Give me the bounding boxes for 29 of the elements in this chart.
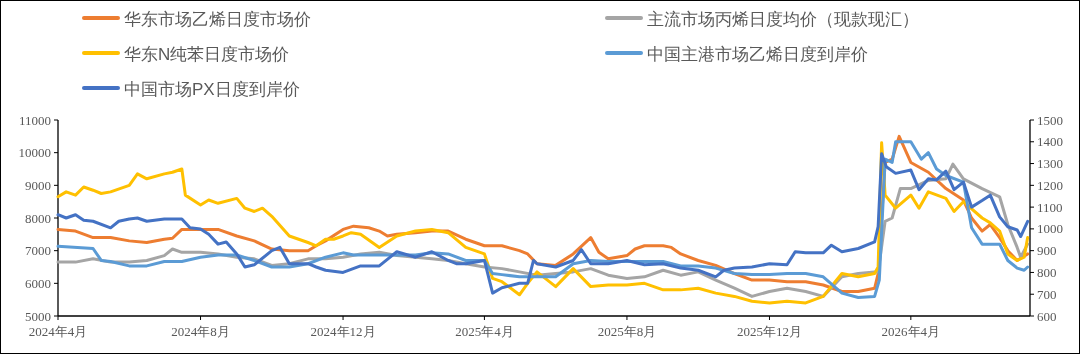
legend-label: 中国市场PX日度到岸价 [124, 79, 300, 99]
x-tick-label: 2024年4月 [28, 324, 88, 339]
y-tick-label: 6000 [25, 275, 51, 291]
y-tick-label: 9000 [25, 177, 51, 193]
y-tick-label: 8000 [25, 210, 51, 226]
y2-tick-label: 1400 [1037, 134, 1063, 150]
y-tick-label: 11000 [18, 112, 51, 128]
y2-tick-label: 1100 [1037, 199, 1063, 215]
y-tick-label: 7000 [25, 243, 51, 259]
y2-tick-label: 1500 [1037, 112, 1063, 128]
x-tick-label: 2025年12月 [736, 324, 802, 339]
y-tick-label: 5000 [25, 308, 51, 324]
y-tick-label: 10000 [18, 145, 51, 161]
legend-label: 华东N纯苯日度市场价 [124, 44, 290, 64]
y2-tick-label: 1000 [1037, 221, 1063, 237]
y2-tick-label: 900 [1037, 243, 1057, 259]
legend-label: 华东市场乙烯日度市场价 [124, 9, 311, 29]
x-tick-label: 2026年4月 [881, 324, 941, 339]
x-tick-label: 2024年12月 [310, 324, 376, 339]
y2-tick-label: 1200 [1037, 177, 1063, 193]
y2-tick-label: 600 [1037, 308, 1057, 324]
y2-tick-label: 800 [1037, 264, 1057, 280]
y2-tick-label: 1300 [1037, 156, 1063, 172]
x-tick-label: 2025年8月 [597, 324, 657, 339]
y2-tick-label: 700 [1037, 286, 1057, 302]
x-tick-label: 2024年8月 [171, 324, 230, 339]
legend-label: 主流市场丙烯日度均价（现款现汇） [647, 9, 919, 29]
legend-label: 中国主港市场乙烯日度到岸价 [647, 44, 868, 64]
x-tick-label: 2025年4月 [455, 324, 514, 339]
